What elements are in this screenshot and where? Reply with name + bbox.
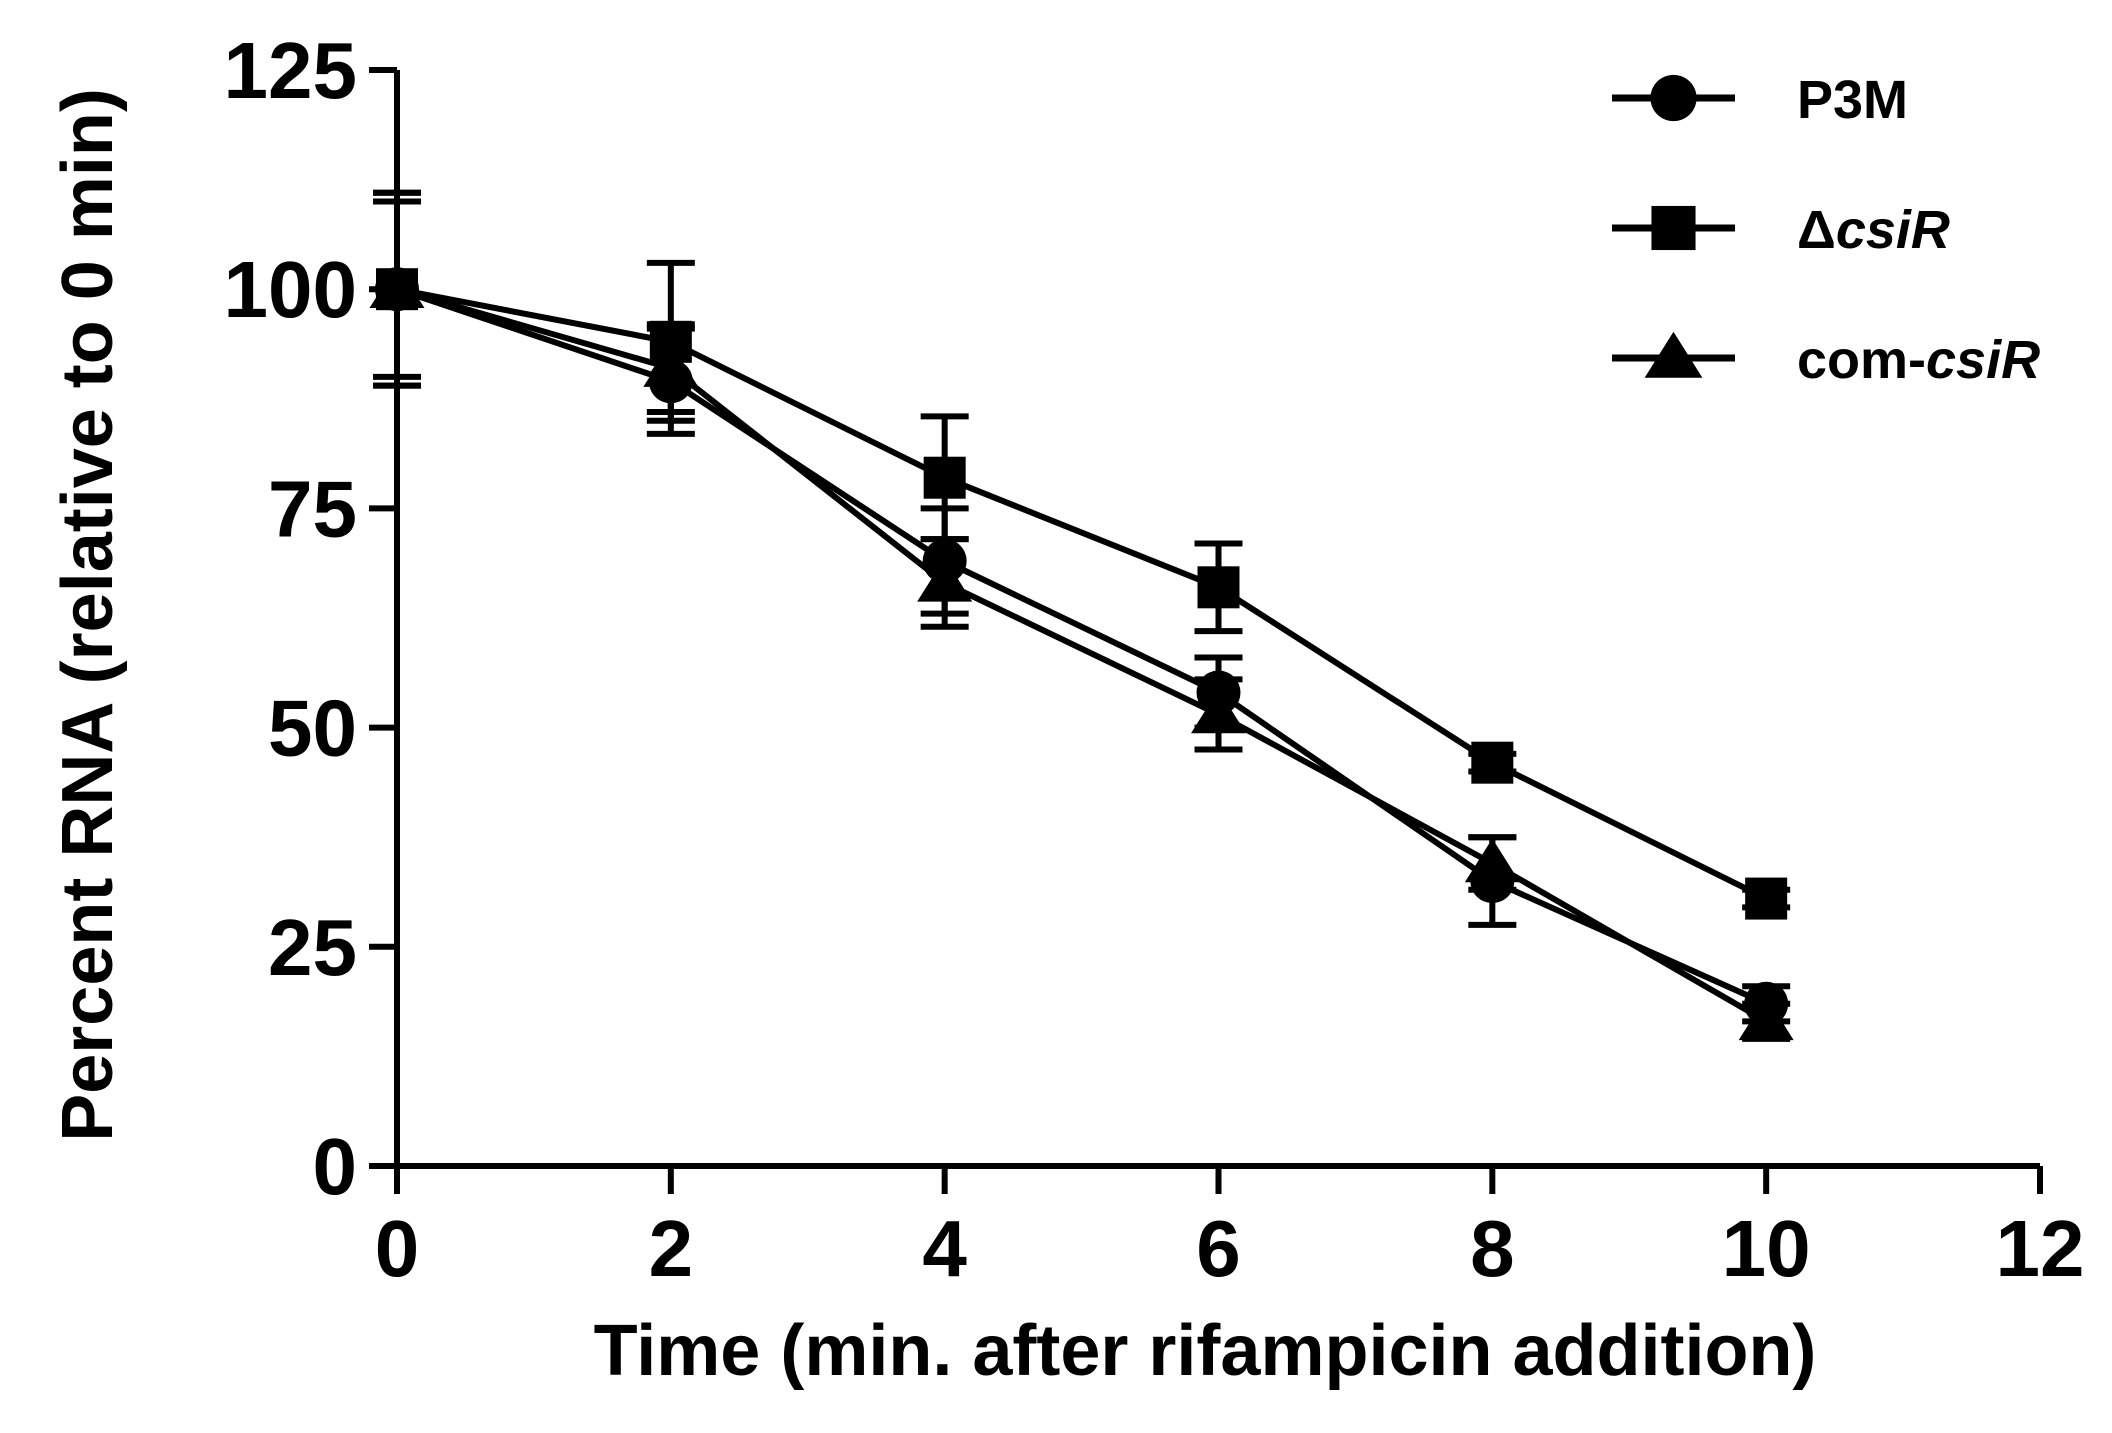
x-tick-label: 12 [1996,1204,2085,1293]
series-layer [369,189,1794,1042]
y-tick-label: 25 [268,903,357,992]
axes: 0 25 50 75 100 125 0 2 4 6 8 10 12 [224,26,2085,1293]
y-axis-title: Percent RNA (relative to 0 min) [48,88,128,1142]
legend-label: com-csiR [1797,330,2040,390]
y-tick-label: 50 [268,684,357,773]
series-square [373,198,1791,920]
legend-label: ΔcsiR [1797,200,1950,260]
series-triangle [369,189,1794,1042]
legend-marker [1651,205,1696,251]
x-axis-title: Time (min. after rifampicin addition) [594,1311,1817,1391]
data-point [1745,877,1788,920]
data-point [1197,566,1240,609]
y-tick-label: 100 [224,245,357,334]
data-point [1471,741,1514,784]
legend-marker [1644,331,1703,378]
x-tick-label: 6 [1196,1204,1241,1293]
x-tick-label: 2 [649,1204,694,1293]
legend-item: com-csiR [1612,330,2040,390]
legend-marker [1650,74,1697,122]
legend: P3M ΔcsiR com-csiR [1612,70,2040,390]
data-point [369,264,425,308]
y-tick-label: 0 [313,1122,358,1211]
x-tick-label: 8 [1470,1204,1515,1293]
legend-label: P3M [1797,70,1908,130]
series-line [396,286,1768,1024]
legend-item: P3M [1612,70,1908,130]
data-point [917,557,973,602]
y-tick-label: 75 [268,464,357,553]
legend-item: ΔcsiR [1612,200,1950,260]
x-tick-label: 0 [375,1204,420,1293]
data-point [923,456,966,499]
data-point [643,343,699,387]
data-point [1191,689,1246,734]
data-point [1738,996,1794,1041]
data-point [1464,838,1520,883]
x-tick-label: 10 [1722,1204,1811,1293]
x-tick-label: 4 [922,1204,967,1293]
series-line [396,286,1768,902]
series-circle [373,189,1791,1026]
y-tick-label: 125 [224,26,357,115]
series-line [396,286,1768,1007]
